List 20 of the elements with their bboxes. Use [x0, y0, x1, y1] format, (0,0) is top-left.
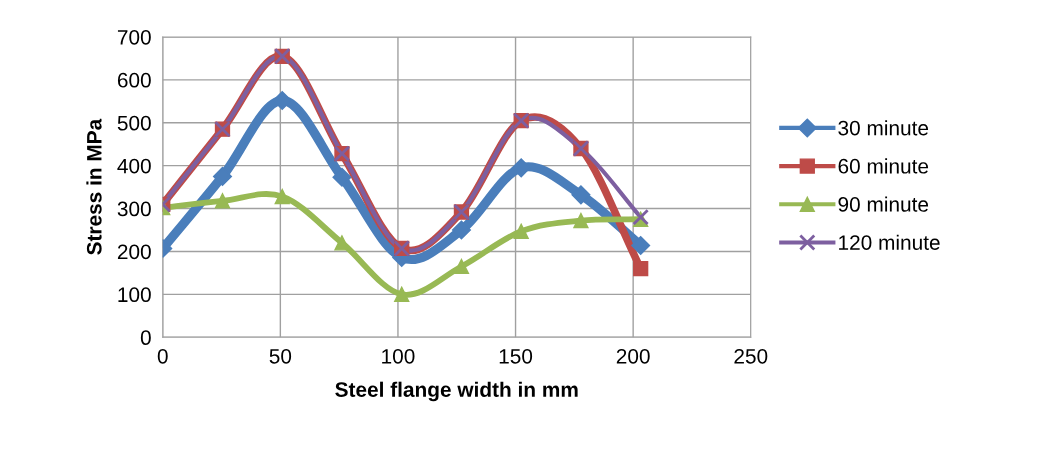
y-tick-label: 0 — [140, 330, 151, 346]
x-tick-label: 50 — [269, 348, 292, 364]
y-axis-title: Stress in MPa — [86, 118, 102, 255]
y-tick-label: 100 — [118, 287, 151, 303]
x-axis-title: Steel flange width in mm — [335, 381, 578, 402]
y-tick-label: 300 — [117, 201, 151, 217]
y-tick-label: 600 — [117, 72, 151, 88]
legend-label: 120 minute — [839, 234, 940, 250]
x-tick-label: 250 — [734, 348, 768, 364]
y-tick-label: 400 — [117, 158, 151, 174]
y-tick-label: 200 — [117, 244, 151, 260]
legend-label: 90 minute — [838, 196, 929, 212]
x-tick-label: 200 — [616, 348, 650, 364]
y-tick-label: 700 — [117, 29, 151, 45]
legend-label: 60 minute — [838, 158, 929, 174]
legend-label: 30 minute — [838, 120, 929, 136]
x-tick-label: 150 — [499, 348, 533, 364]
x-tick-label: 0 — [157, 348, 168, 364]
y-tick-label: 500 — [117, 115, 151, 131]
x-tick-label: 100 — [382, 348, 415, 364]
